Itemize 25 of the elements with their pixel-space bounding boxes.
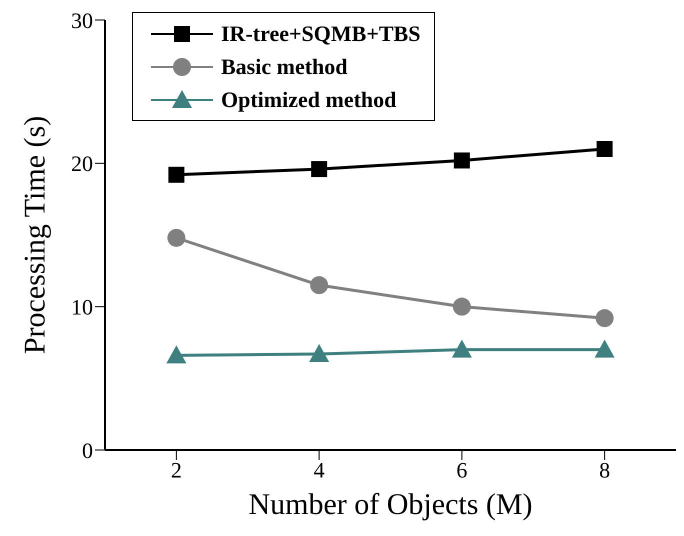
point bbox=[166, 345, 186, 364]
legend-label: Optimized method bbox=[221, 86, 396, 112]
point bbox=[168, 166, 184, 183]
point bbox=[454, 152, 470, 168]
point bbox=[452, 298, 471, 316]
point bbox=[311, 161, 328, 178]
x-tick-label: 2 bbox=[170, 458, 182, 483]
point bbox=[594, 340, 615, 358]
x-tick-label: 8 bbox=[599, 458, 610, 483]
y-tick-label: 30 bbox=[71, 8, 93, 33]
y-axis-title: Processing Time (s) bbox=[18, 116, 52, 354]
point bbox=[596, 141, 613, 157]
x-axis-title: Number of Objects (M) bbox=[248, 488, 533, 521]
point bbox=[310, 276, 328, 294]
x-tick-label: 4 bbox=[314, 458, 325, 483]
point bbox=[596, 309, 614, 328]
point bbox=[452, 340, 472, 358]
x-tick-label: 6 bbox=[456, 458, 468, 483]
y-tick-label: 0 bbox=[82, 438, 93, 463]
y-tick-label: 10 bbox=[71, 294, 93, 320]
point bbox=[309, 344, 330, 362]
legend-label: Basic method bbox=[221, 54, 348, 80]
legend-label: IR-tree+SQMB+TBS bbox=[221, 20, 420, 46]
y-tick-label: 20 bbox=[71, 151, 93, 176]
point bbox=[167, 228, 186, 247]
